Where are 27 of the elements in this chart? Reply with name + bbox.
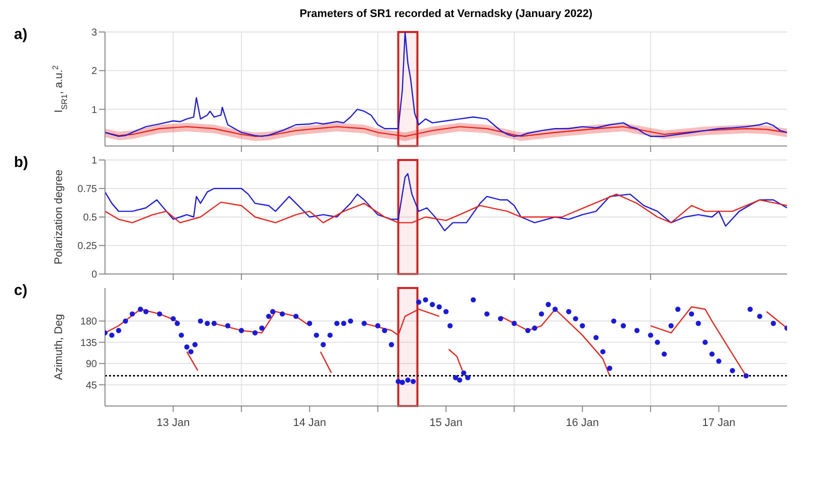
y-axis-title: Polarization degree: [53, 170, 65, 264]
text: a): [14, 26, 28, 43]
y-tick-label: 45: [86, 380, 98, 392]
y-tick-label: 0.75: [78, 184, 98, 196]
x-tick-label: 17 Jan: [702, 417, 736, 429]
line-series: [105, 126, 787, 137]
y-tick-label: 135: [80, 338, 98, 349]
chart-title: Prameters of SR1 recorded at Vernadsky (January 2022): [298, 8, 594, 22]
y-tick-label: 2: [91, 66, 98, 78]
x-tick-label: 16 Jan: [566, 417, 599, 429]
y-axis-title: Azimuth, Deg: [53, 314, 65, 380]
y-tick-label: 180: [80, 316, 98, 328]
x-tick-label: 15 Jan: [429, 417, 463, 429]
y-tick-label: 0.5: [83, 212, 98, 224]
y-tick-label: 0: [91, 270, 98, 281]
y-tick-label: 90: [86, 359, 98, 370]
text: c): [14, 282, 28, 299]
y-tick-label: 3: [91, 28, 98, 39]
line-series: [105, 173, 787, 232]
x-tick-label: 13 Jan: [156, 417, 190, 429]
y-tick-label: 1: [91, 104, 98, 116]
line-series: [105, 32, 787, 137]
x-tick-label: 14 Jan: [293, 417, 326, 429]
line-series: [105, 194, 787, 224]
text: b): [14, 154, 28, 171]
y-tick-label: 0.25: [78, 241, 98, 252]
y-tick-label: 1: [91, 156, 98, 167]
